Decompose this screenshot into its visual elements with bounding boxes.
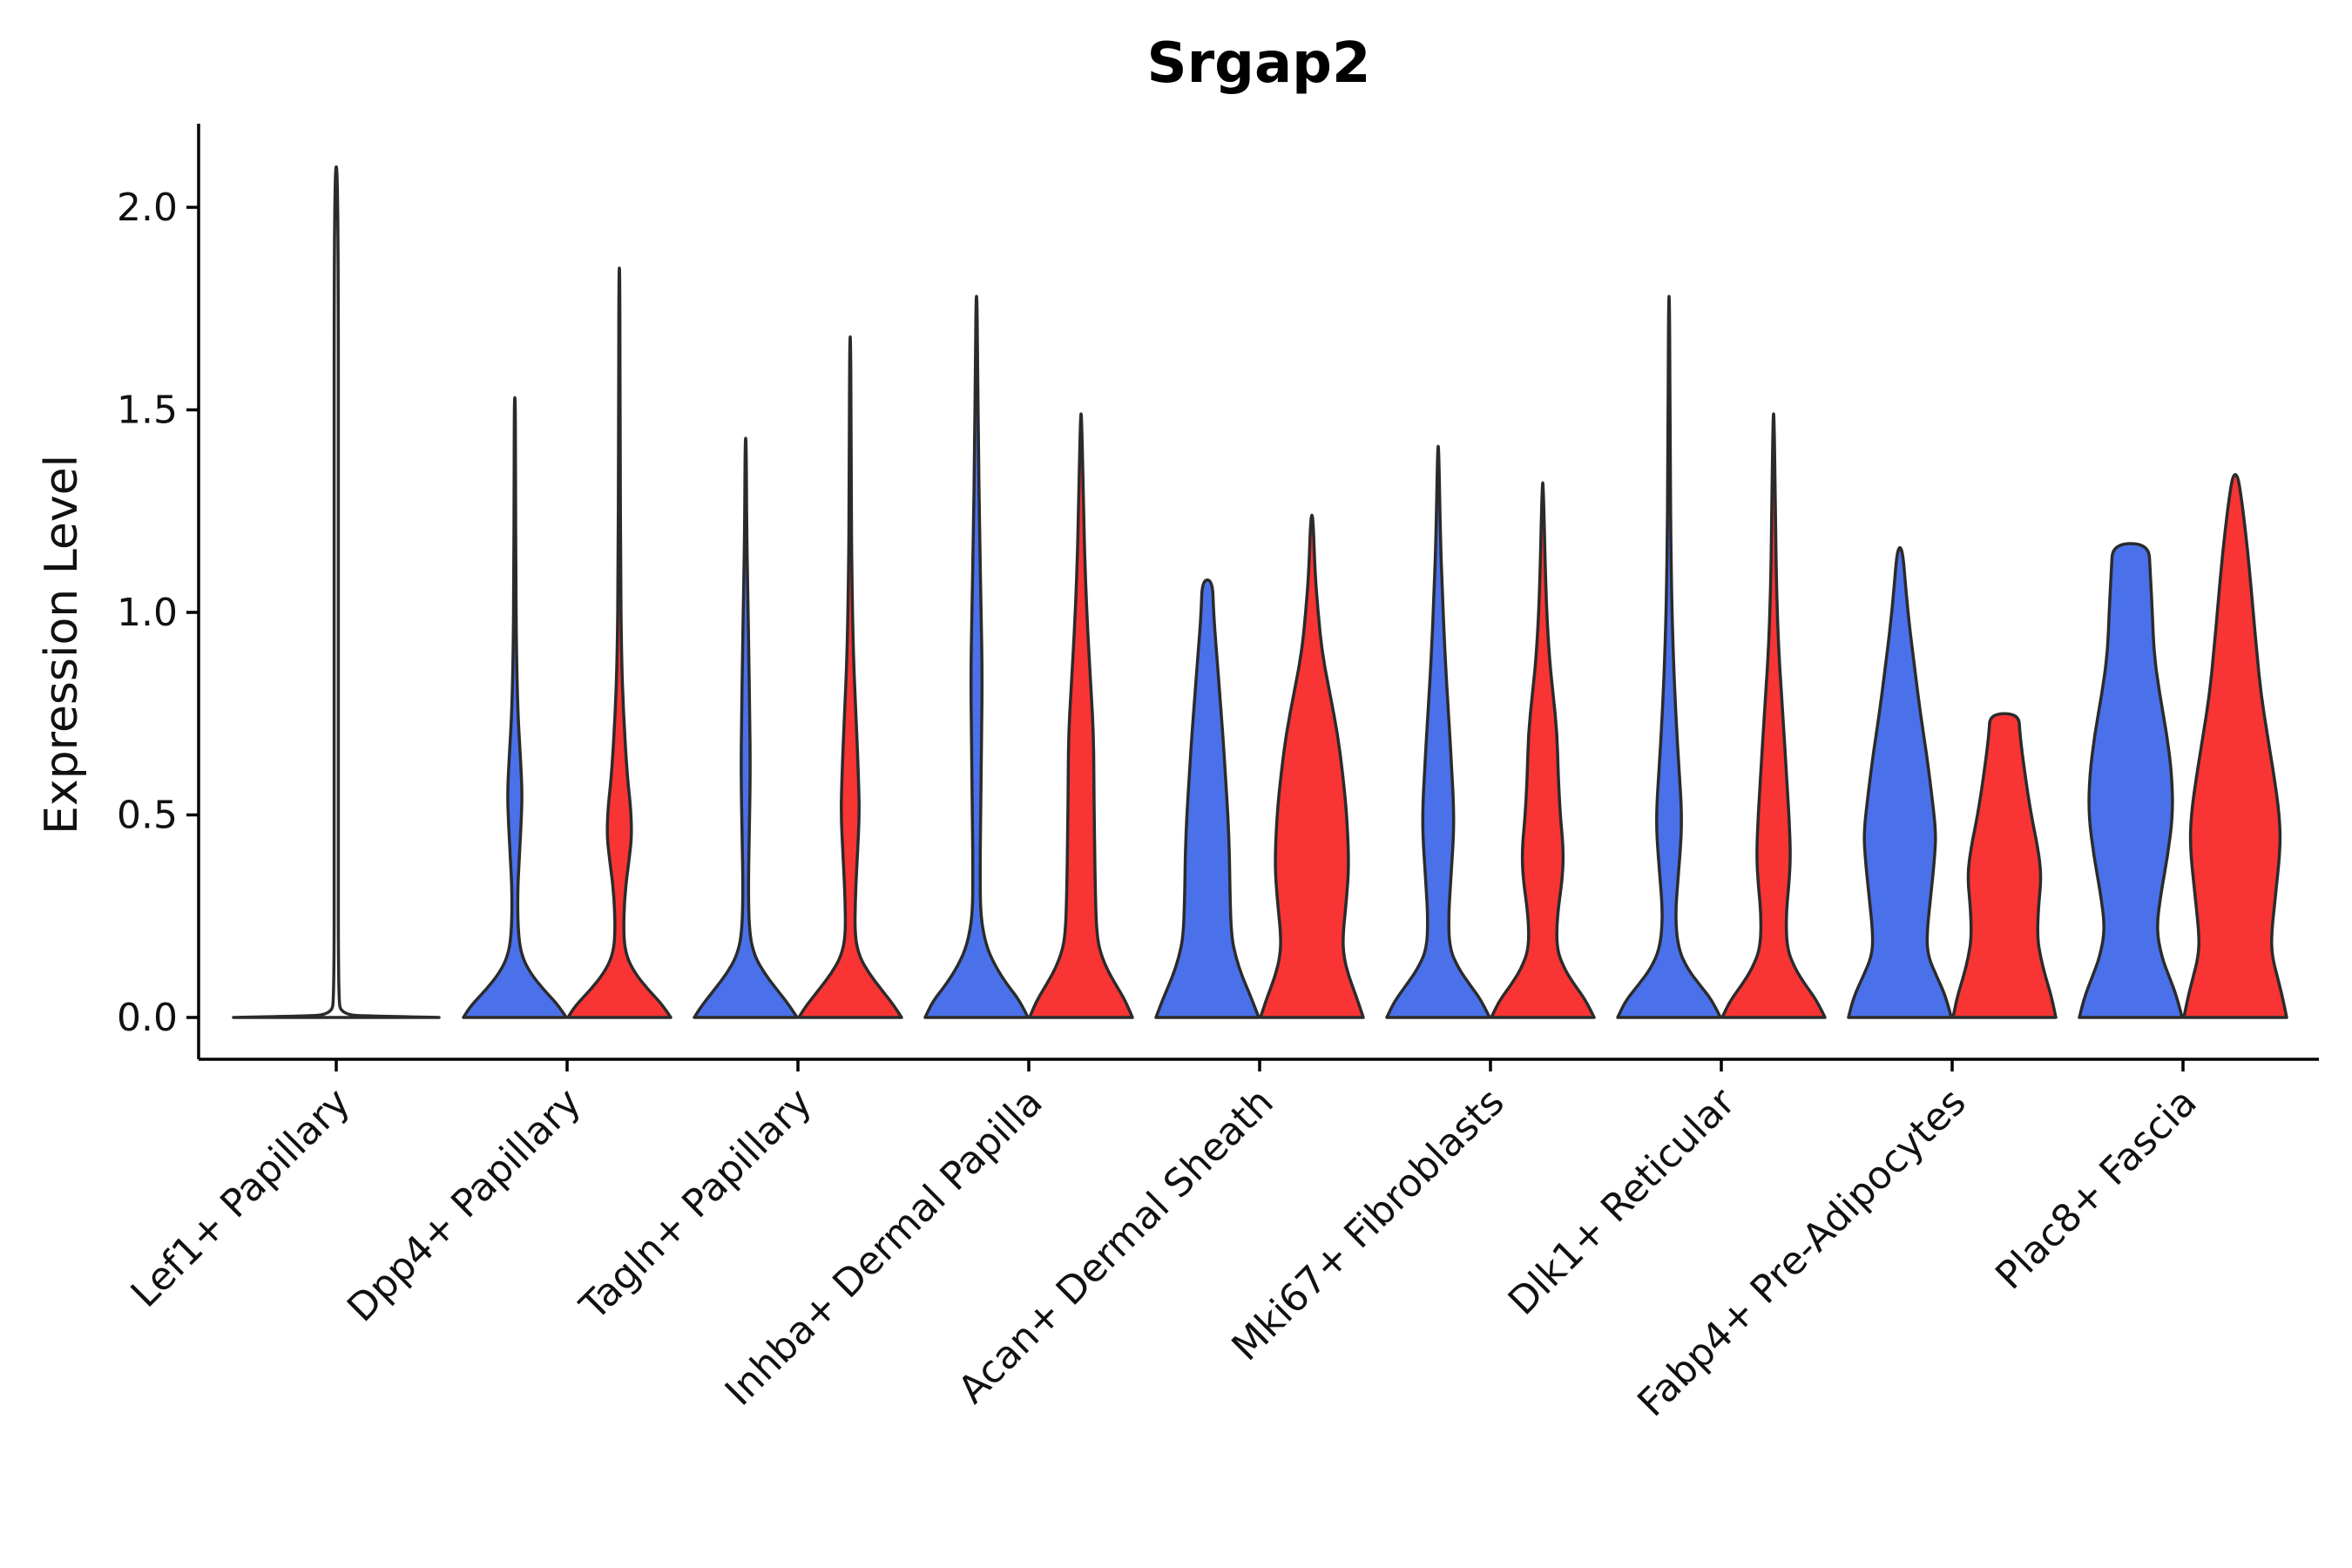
violins-group: [232, 165, 2288, 1019]
violin-red-5: [1490, 481, 1596, 1019]
violin-blue-7: [1847, 545, 1953, 1019]
violin-red-1: [566, 267, 672, 1019]
chart-title: Srgap2: [1147, 31, 1371, 96]
y-axis-title: Expression Level: [36, 455, 88, 835]
x-tick-label: Plac8+ Fascia: [1987, 1080, 2206, 1299]
violin-red-6: [1720, 412, 1827, 1019]
y-tick-label: 1.5: [117, 389, 178, 433]
x-tick-label: Tagln+ Papillary: [571, 1080, 821, 1329]
y-tick-label: 2.0: [117, 186, 178, 230]
violin-blue-3: [923, 294, 1030, 1019]
violin-blue-8: [2078, 542, 2184, 1019]
violin-blue-1: [462, 395, 568, 1019]
y-tick-label: 1.0: [117, 591, 178, 635]
violin-single-0: [232, 165, 441, 1019]
violin-red-8: [2182, 473, 2288, 1019]
violin-red-2: [797, 335, 903, 1019]
violin-blue-4: [1154, 578, 1260, 1019]
violin-blue-5: [1385, 444, 1491, 1019]
x-tick-label: Dpp4+ Papillary: [339, 1080, 590, 1331]
x-tick-label: Lef1+ Papillary: [123, 1080, 359, 1316]
y-tick-label: 0.0: [117, 996, 178, 1040]
violin-red-3: [1028, 412, 1134, 1019]
y-axis: 0.0 0.5 1.0 1.5 2.0: [117, 124, 200, 1059]
violin-red-4: [1259, 513, 1365, 1019]
y-tick-label: 0.5: [117, 794, 178, 838]
x-tick-label: Dlk1+ Reticular: [1500, 1079, 1745, 1324]
violin-blue-6: [1616, 294, 1722, 1019]
violin-red-7: [1951, 712, 2058, 1019]
violin-blue-2: [693, 436, 799, 1019]
